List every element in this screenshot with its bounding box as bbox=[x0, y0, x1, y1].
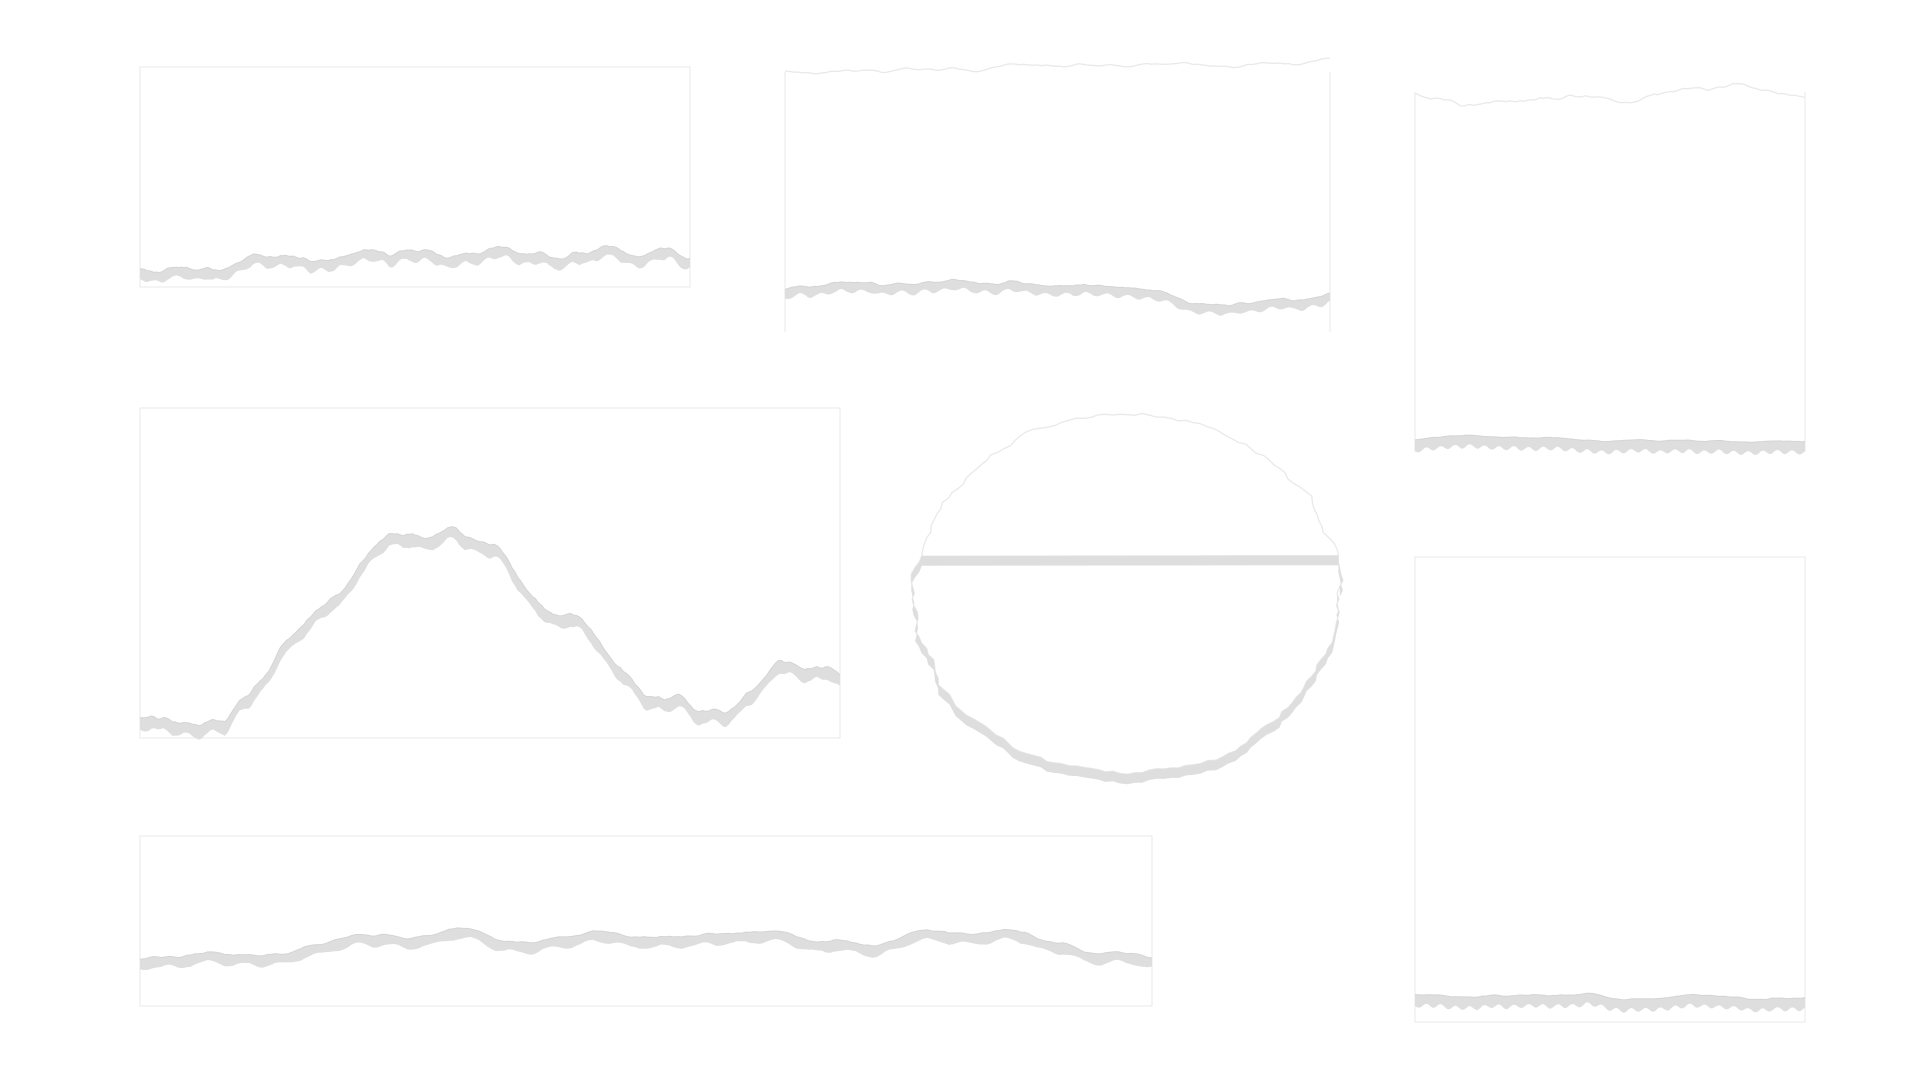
panel-middle-left bbox=[139, 407, 841, 740]
panel-frame bbox=[139, 835, 1153, 1007]
panel-bottom-wide bbox=[139, 835, 1153, 1007]
ribbon bbox=[140, 245, 690, 283]
panel-right-lower bbox=[1414, 556, 1806, 1023]
ribbon bbox=[785, 279, 1330, 316]
panel-top-edge bbox=[1414, 82, 1806, 107]
panel-frame bbox=[139, 407, 841, 739]
panel-top-middle bbox=[784, 57, 1331, 332]
ribbon bbox=[140, 526, 840, 740]
panel-right-upper bbox=[1414, 82, 1806, 455]
ribbon bbox=[140, 927, 1152, 971]
ribbon bbox=[911, 555, 1343, 785]
panel-top-left bbox=[139, 66, 691, 288]
ribbon-edge bbox=[139, 927, 1153, 960]
panel-layer bbox=[139, 57, 1806, 1023]
panel-middle-blob bbox=[910, 412, 1344, 785]
panel-frame bbox=[1414, 556, 1806, 1023]
ribbon-edge bbox=[784, 278, 1331, 307]
ribbon bbox=[1415, 993, 1805, 1013]
ribbon-edge bbox=[1414, 434, 1805, 443]
panel-frame bbox=[139, 66, 691, 288]
panel-top-edge bbox=[784, 57, 1331, 75]
ribbon bbox=[1415, 435, 1805, 455]
ribbon-edge bbox=[1414, 992, 1806, 1001]
ribbon-edge bbox=[139, 245, 691, 273]
ribbon-edge bbox=[140, 526, 841, 727]
